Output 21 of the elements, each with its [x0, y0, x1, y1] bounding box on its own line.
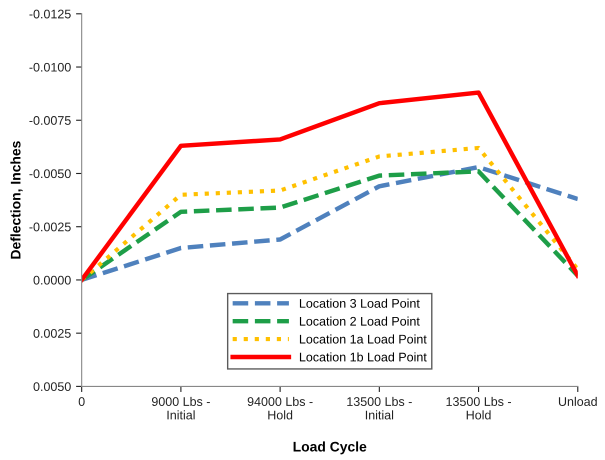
x-tick-label: Unload [558, 396, 597, 406]
y-tick-label: 0.0000 [34, 276, 71, 285]
legend-label: Location 1b Load Point [300, 352, 427, 362]
y-tick-label: -0.0125 [29, 10, 71, 18]
y-tick-label: 0.0050 [34, 382, 71, 392]
y-tick-label: -0.0050 [29, 169, 71, 178]
x-tick-label: 13500 Lbs - Initial [347, 396, 412, 420]
legend-label: Location 3 Load Point [300, 298, 420, 308]
y-tick-label: -0.0075 [29, 116, 71, 125]
x-tick-label: 9000 Lbs - Initial [152, 396, 210, 420]
y-axis-title: Deflection, Inches [10, 141, 23, 259]
y-tick-label: 0.0025 [34, 328, 71, 338]
line-series [82, 90, 578, 282]
x-tick-label: 13500 Lbs - Hold [446, 396, 512, 420]
legend-label: Location 1a Load Point [300, 334, 427, 344]
y-tick-label: -0.0025 [29, 222, 71, 232]
x-axis-title: Load Cycle [294, 441, 366, 454]
y-tick-label: -0.0100 [29, 62, 71, 72]
x-tick-label: 0 [78, 397, 85, 406]
x-tick-label: 94000 Lbs - Hold [248, 396, 313, 420]
legend-label: Location 2 Load Point [300, 316, 420, 326]
